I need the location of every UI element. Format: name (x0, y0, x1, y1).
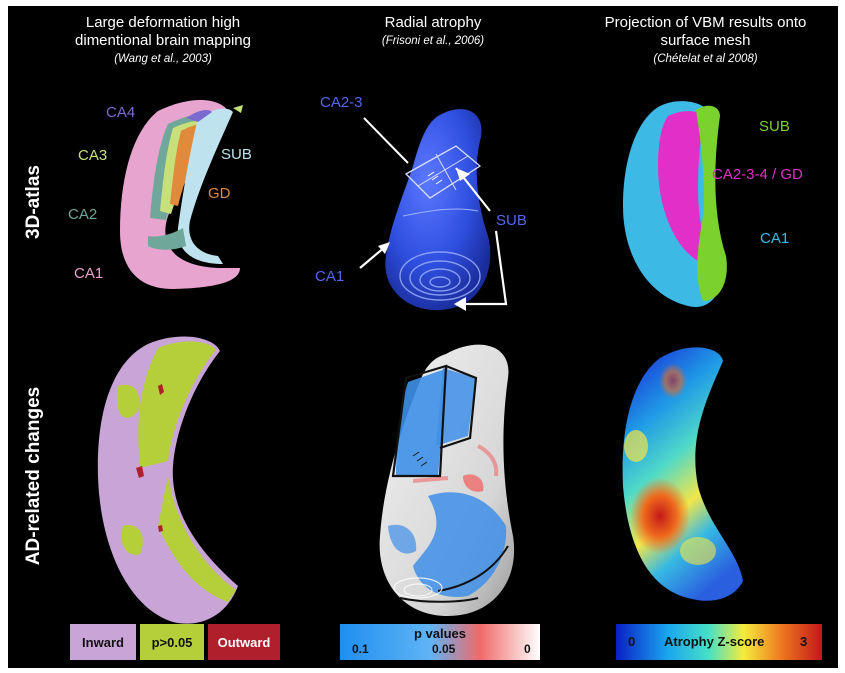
changes-wang (97, 336, 239, 624)
atlas-chetelat (623, 101, 727, 307)
brain-illustrations (97, 99, 743, 624)
column-3-citation: (Chételat et al 2008) (653, 53, 758, 65)
legend-p-tick-0.05: 0.05 (432, 642, 456, 656)
column-1-citation: (Wang et al., 2003) (114, 53, 212, 65)
legend-p-tick-0.1: 0.1 (352, 642, 369, 656)
figure-panel: Large deformation high dimentional brain… (8, 6, 838, 668)
atlas-wang (120, 99, 243, 289)
label-ca1-frisoni: CA1 (315, 268, 345, 285)
legend-p-tick-0: 0 (524, 642, 531, 656)
changes-frisoni (379, 344, 515, 616)
column-1-title-line-2: dimentional brain mapping (75, 32, 251, 49)
legend-outward: Outward (208, 624, 280, 660)
label-ca1-wang: CA1 (74, 265, 104, 282)
column-header-1: Large deformation high dimentional brain… (38, 14, 288, 67)
label-ca2-3: CA2-3 (320, 94, 363, 111)
label-ca234-gd: CA2-3-4 / GD (712, 166, 803, 183)
legend-p-title: p values (413, 626, 467, 641)
column-3-title-line-2: surface mesh (660, 32, 751, 49)
label-ca1-chetelat: CA1 (760, 230, 790, 247)
legend-z-max: 3 (800, 634, 808, 649)
column-2-citation: (Frisoni et al., 2006) (381, 35, 485, 47)
label-sub-chetelat: SUB (759, 118, 790, 135)
legend-z-score: 0 Atrophy Z-score 3 (616, 624, 822, 660)
label-ca4: CA4 (106, 104, 136, 121)
column-2-title-line-1: Radial atrophy (384, 14, 482, 31)
changes-chetelat (622, 347, 743, 601)
label-ca3: CA3 (78, 147, 108, 164)
label-sub-frisoni: SUB (496, 212, 527, 229)
legend-inward: Inward (70, 624, 136, 660)
column-1-title-line-1: Large deformation high (85, 14, 241, 31)
column-3-title-line-1: Projection of VBM results onto (604, 14, 807, 31)
column-header-3: Projection of VBM results onto surface m… (573, 14, 838, 67)
label-gd: GD (208, 185, 231, 202)
atlas-frisoni (359, 109, 508, 311)
legend-z-label: Atrophy Z-score (664, 634, 765, 649)
legend-displacement: Inward p>0.05 Outward (70, 624, 280, 660)
column-header-2: Radial atrophy (Frisoni et al., 2006) (338, 14, 528, 49)
label-sub-wang: SUB (221, 146, 252, 163)
legend-nonsig: p>0.05 (140, 624, 204, 660)
legend-p-values: p values 0.1 0.05 0 (340, 624, 540, 660)
legend-z-min: 0 (628, 634, 636, 649)
label-ca2: CA2 (68, 206, 98, 223)
